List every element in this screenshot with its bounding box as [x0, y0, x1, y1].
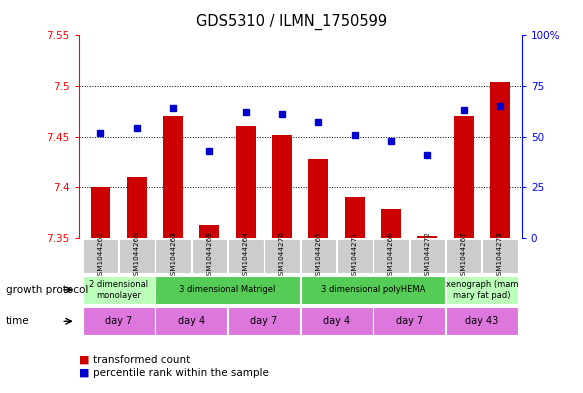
- Text: ■: ■: [79, 354, 93, 365]
- Bar: [155, 307, 227, 335]
- Bar: [490, 82, 510, 238]
- Bar: [155, 239, 191, 273]
- Bar: [308, 159, 328, 238]
- Bar: [373, 239, 409, 273]
- Bar: [410, 239, 445, 273]
- Text: GSM1044266: GSM1044266: [388, 231, 394, 279]
- Bar: [199, 225, 219, 238]
- Text: day 7: day 7: [396, 316, 423, 326]
- Bar: [345, 197, 365, 238]
- Bar: [192, 239, 227, 273]
- Bar: [454, 116, 473, 238]
- Text: GSM1044268: GSM1044268: [134, 231, 140, 279]
- Text: 2 dimensional
monolayer: 2 dimensional monolayer: [89, 280, 148, 299]
- Bar: [83, 307, 154, 335]
- Text: day 43: day 43: [465, 316, 498, 326]
- Bar: [417, 236, 437, 238]
- Bar: [264, 239, 300, 273]
- Text: GDS5310 / ILMN_1750599: GDS5310 / ILMN_1750599: [196, 14, 387, 30]
- Bar: [301, 307, 373, 335]
- Text: GSM1044265: GSM1044265: [315, 231, 321, 279]
- Text: growth protocol: growth protocol: [6, 285, 88, 295]
- Text: time: time: [6, 316, 30, 326]
- Text: percentile rank within the sample: percentile rank within the sample: [93, 367, 269, 378]
- Text: GSM1044264: GSM1044264: [243, 231, 249, 279]
- Text: GSM1044271: GSM1044271: [352, 231, 358, 279]
- Bar: [90, 187, 111, 238]
- Bar: [446, 276, 518, 304]
- Bar: [127, 177, 147, 238]
- Text: xenograph (mam
mary fat pad): xenograph (mam mary fat pad): [445, 280, 518, 299]
- Text: day 4: day 4: [323, 316, 350, 326]
- Text: day 7: day 7: [250, 316, 278, 326]
- Text: day 4: day 4: [178, 316, 205, 326]
- Bar: [236, 127, 256, 238]
- Bar: [446, 307, 518, 335]
- Text: 3 dimensional polyHEMA: 3 dimensional polyHEMA: [321, 285, 425, 294]
- Bar: [373, 307, 445, 335]
- Bar: [228, 239, 264, 273]
- Text: GSM1044263: GSM1044263: [170, 231, 176, 279]
- Bar: [272, 134, 292, 238]
- Text: GSM1044262: GSM1044262: [97, 231, 104, 279]
- Bar: [155, 276, 300, 304]
- Text: transformed count: transformed count: [93, 354, 191, 365]
- Bar: [163, 116, 183, 238]
- Text: GSM1044272: GSM1044272: [424, 231, 430, 279]
- Text: GSM1044270: GSM1044270: [279, 231, 285, 279]
- Bar: [301, 276, 445, 304]
- Bar: [83, 276, 154, 304]
- Bar: [446, 239, 482, 273]
- Bar: [83, 239, 118, 273]
- Text: ■: ■: [79, 367, 93, 378]
- Bar: [381, 209, 401, 238]
- Text: GSM1044267: GSM1044267: [461, 231, 466, 279]
- Text: 3 dimensional Matrigel: 3 dimensional Matrigel: [180, 285, 276, 294]
- Bar: [482, 239, 518, 273]
- Bar: [301, 239, 336, 273]
- Bar: [337, 239, 373, 273]
- Bar: [119, 239, 154, 273]
- Text: GSM1044273: GSM1044273: [497, 231, 503, 279]
- Text: day 7: day 7: [105, 316, 132, 326]
- Text: GSM1044269: GSM1044269: [206, 231, 212, 279]
- Bar: [228, 307, 300, 335]
